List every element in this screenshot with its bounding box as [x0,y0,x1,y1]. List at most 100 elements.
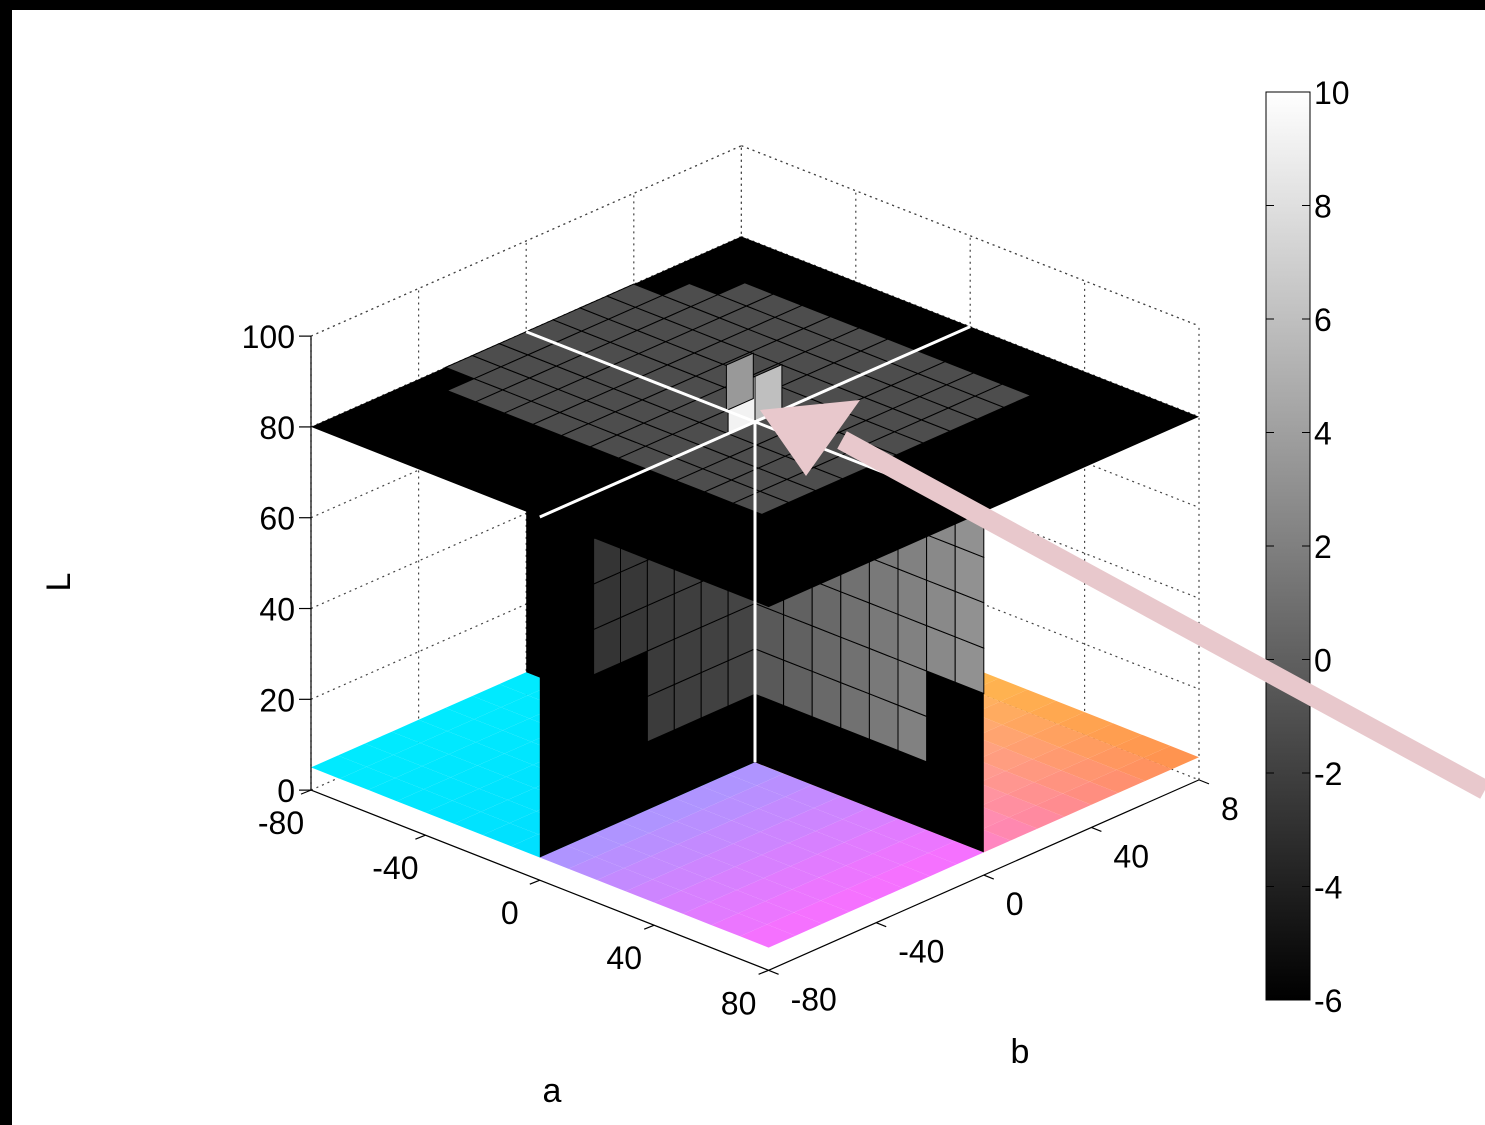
L-tick-label: 0 [277,773,295,809]
colorbar-tick-label: 10 [1314,75,1350,111]
tick-mark [983,874,995,880]
colorbar: -6 -4 -2 0 2 4 6 8 10 [1265,75,1350,1019]
floor-cell [674,786,730,810]
floor-cell [423,777,480,801]
floor-cell [445,696,501,720]
floor-cell [474,707,530,731]
floor-cell [729,785,786,809]
colorbar-tick-label: -2 [1314,756,1342,792]
floor-cell [1062,781,1119,805]
floor-cell [701,774,757,798]
L-tick-label: 60 [259,501,295,537]
floor-cell [820,888,877,912]
b-axis-label: b [1011,1033,1030,1071]
floor-cell [704,820,761,844]
floor-cell [1032,747,1088,771]
a-tick-label: -80 [258,805,304,841]
floor-cell [766,912,823,936]
floor-cell [368,778,424,802]
floor-cell [847,876,904,900]
floor-cell [622,833,678,857]
floor-cell [568,856,624,880]
floor-cell [788,831,845,855]
floor-cell [1000,689,1056,713]
tick-mark [1198,779,1210,785]
tick-mark [758,969,769,975]
floor-cell [740,924,796,948]
b-tick-label: -40 [898,934,944,970]
floor-cell [566,833,623,857]
floor-cell [1061,758,1117,782]
floor-cell [738,901,794,925]
floor-cell [790,854,846,878]
floor-cell [817,842,873,866]
floor-cell [623,856,680,880]
floor-cell [792,877,848,901]
floor-cell [844,830,900,854]
floor-cell [845,853,902,877]
L-tick-label: 40 [259,592,295,628]
floor-cell [650,844,707,868]
colorbar-tick-label: 4 [1314,416,1332,452]
tick-mark [300,789,312,795]
floor-cell [736,878,793,902]
floor-cell [649,821,705,845]
arrow-head [760,400,860,476]
floor-cell [734,854,791,879]
floor-cell [819,865,875,889]
tick-mark [875,922,887,928]
floor-cell [702,797,759,821]
floor-cell [842,807,898,831]
tick-mark [768,969,779,975]
L-tick-label: 100 [242,319,295,355]
floor-cell [1088,746,1144,770]
floor-cell [396,789,453,813]
grid-line [741,417,1200,599]
floor-cell [871,818,927,842]
grid-line [741,508,1200,690]
floor-cell [1089,769,1146,793]
floor-cell [647,798,703,822]
floor-cell [1002,712,1058,736]
floor-cell [420,731,476,755]
floor-cell [760,819,816,843]
colorbar-tick-label: -6 [1314,983,1342,1019]
floor-cell [793,900,850,924]
tick-mark [415,834,426,840]
floor-cell [597,868,653,892]
floor-cell [482,823,539,847]
colorbar-tick-label: 8 [1314,189,1332,225]
colorbar-tick-label: 6 [1314,302,1332,338]
floor-cell [339,766,396,790]
floor-cell [1035,793,1092,817]
colorbar-ticks: -6 -4 -2 0 2 4 6 8 10 [1266,75,1350,1019]
floor-cell [337,743,394,767]
floor-cell [761,843,818,867]
floor-cell [450,765,507,789]
floor-cell [980,794,1036,818]
floor-cell [978,771,1035,795]
floor-cell [479,776,535,800]
floor-cell [677,832,734,856]
floor-cell [709,890,766,914]
a-tick-label: 80 [721,985,757,1021]
floor-cell [731,808,787,832]
colorbar-tick-label: 2 [1314,529,1332,565]
floor-cell [733,831,789,855]
floor-cell [728,762,784,786]
floor-cell [625,879,682,903]
grid-line [310,145,742,337]
floor-cell [763,866,819,890]
floor-cell [973,701,1030,725]
floor-cell [447,719,503,743]
colorbar-tick-label: -4 [1314,870,1342,906]
arrow-shaft [837,431,1485,799]
floor-cell [1086,723,1142,747]
floor-cell [711,913,767,937]
floor-cell [706,843,762,867]
floor-cell [1059,735,1115,759]
floor-cell [874,864,930,889]
floor-cell [422,754,478,778]
slice-cell [974,383,1033,408]
floor-cell [682,901,739,926]
